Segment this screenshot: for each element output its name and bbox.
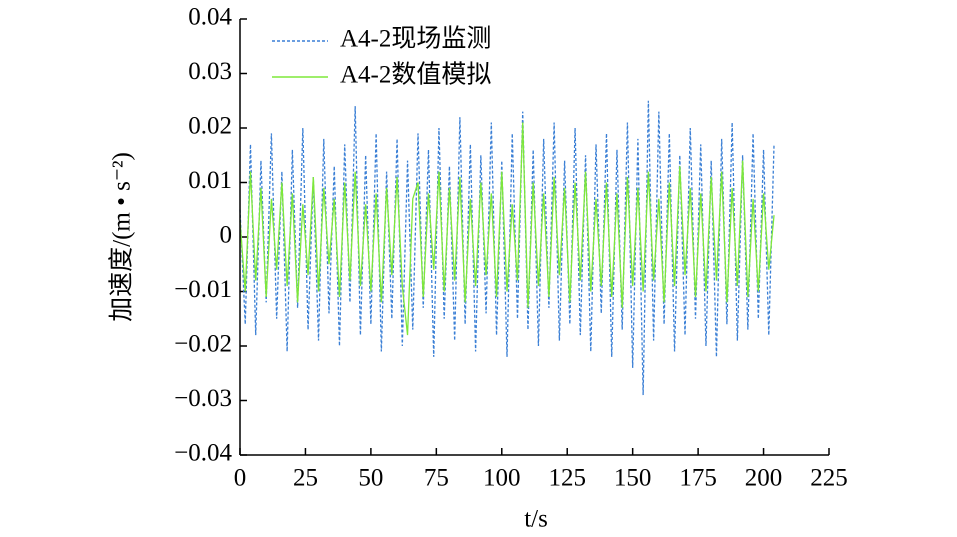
x-axis-label: t/s — [524, 506, 548, 533]
y-tick-label: 0 — [220, 222, 233, 249]
series-line — [239, 122, 775, 336]
series-line — [239, 100, 775, 396]
legend-label: A4-2数值模拟 — [340, 61, 491, 89]
y-tick-label: 0.04 — [188, 4, 232, 31]
x-tick-label: 75 — [424, 465, 449, 492]
x-tick-label: 125 — [548, 465, 586, 492]
x-tick-label: 50 — [358, 465, 383, 492]
x-tick-label: 150 — [614, 465, 652, 492]
y-tick-label: −0.02 — [174, 331, 232, 358]
y-tick-label: −0.01 — [174, 276, 232, 303]
y-tick-label: 0.02 — [188, 113, 232, 140]
y-tick-label: 0.03 — [188, 58, 232, 85]
x-tick-label: 175 — [679, 465, 717, 492]
y-tick-label: −0.03 — [174, 385, 232, 412]
y-tick-label: −0.04 — [174, 440, 232, 467]
x-tick-label: 200 — [745, 465, 783, 492]
y-axis-label: 加速度/(m • s⁻²) — [108, 152, 136, 322]
legend-label: A4-2现场监测 — [340, 25, 491, 53]
x-tick-label: 25 — [293, 465, 318, 492]
y-tick-label: 0.01 — [188, 167, 232, 194]
x-tick-label: 225 — [810, 465, 848, 492]
x-tick-label: 0 — [234, 465, 247, 492]
x-tick-label: 100 — [483, 465, 521, 492]
